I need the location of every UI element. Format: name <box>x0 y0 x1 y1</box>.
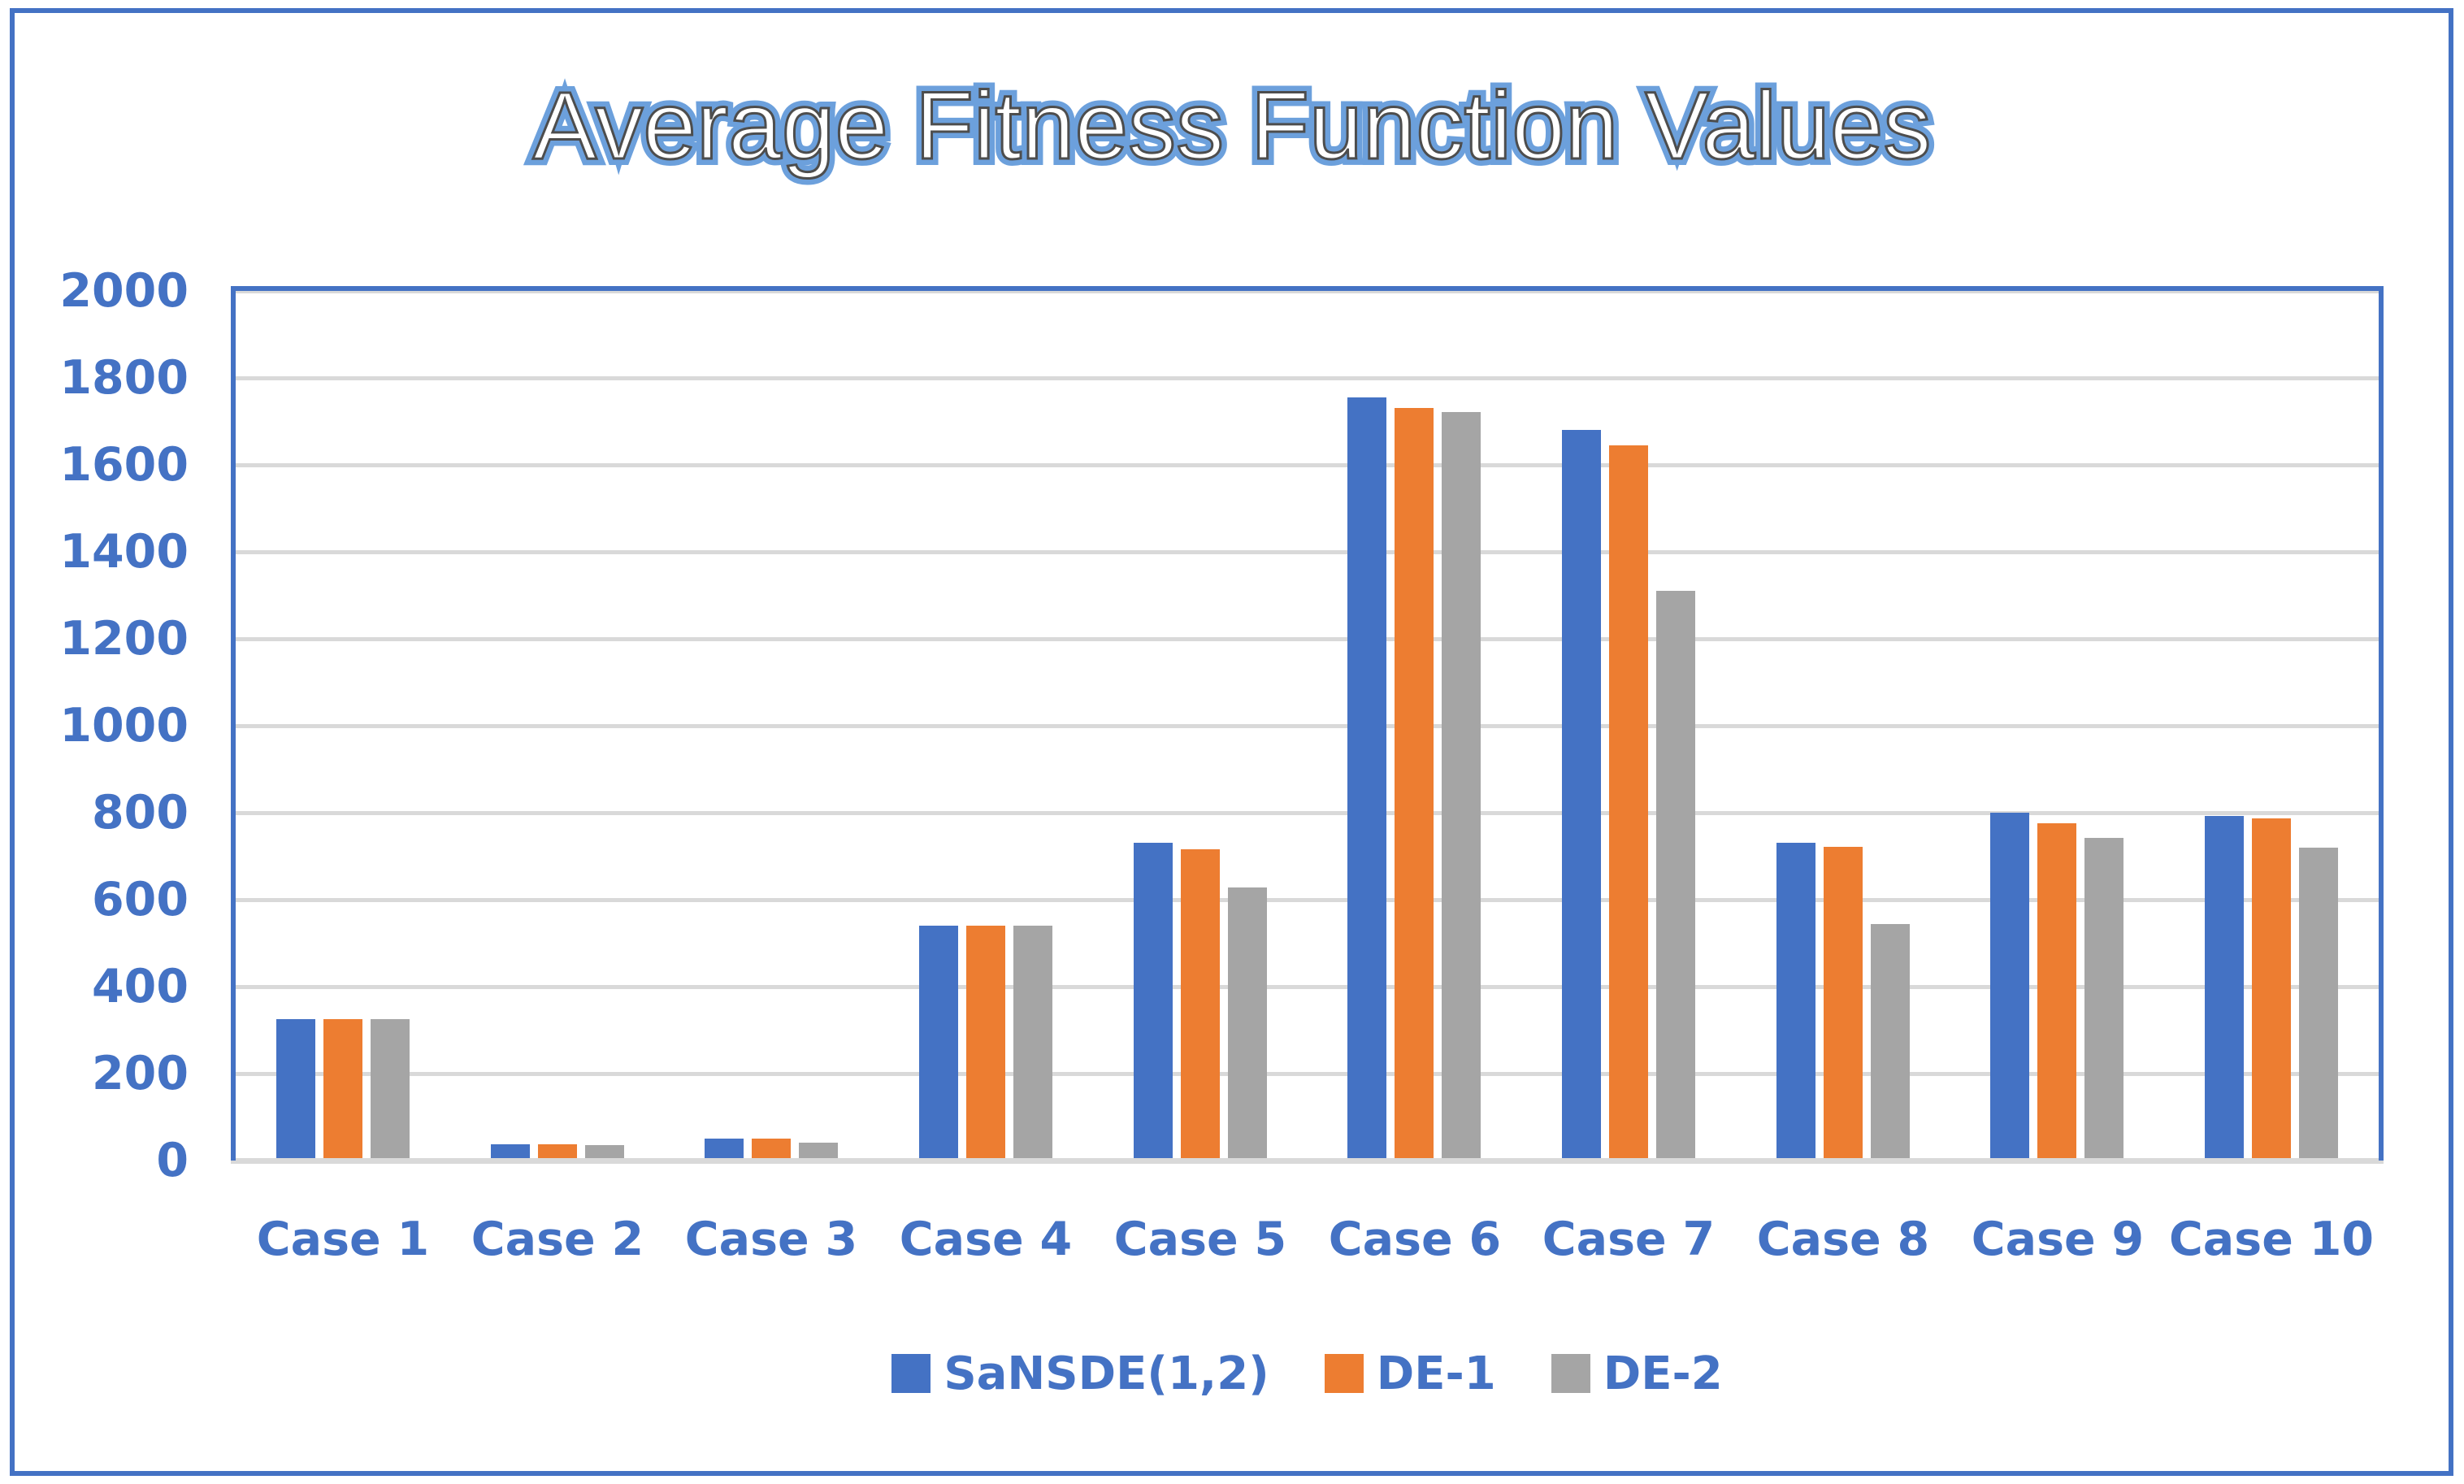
y-tick-label-1200: 1200 <box>59 612 189 666</box>
bar-DE-1-Case 5 <box>1181 849 1220 1161</box>
gridline-400 <box>236 984 2379 989</box>
gridline-1600 <box>236 462 2379 467</box>
y-tick-label-1400: 1400 <box>59 525 189 579</box>
plot-border-right <box>2379 286 2384 1161</box>
bar-DE-2-Case 8 <box>1871 924 1910 1161</box>
page-border <box>10 8 2453 1476</box>
y-tick-label-2000: 2000 <box>59 264 189 318</box>
bar-DE-1-Case 4 <box>966 926 1005 1161</box>
bar-SaNSDE(1,2)-Case 9 <box>1990 813 2029 1161</box>
legend-label: DE-1 <box>1376 1347 1496 1400</box>
x-category-label-2: Case 2 <box>471 1213 644 1266</box>
bar-DE-2-Case 2 <box>585 1145 624 1161</box>
bar-SaNSDE(1,2)-Case 4 <box>919 926 958 1161</box>
gridline-1000 <box>236 723 2379 728</box>
bar-DE-2-Case 1 <box>371 1019 410 1161</box>
x-category-label-8: Case 8 <box>1756 1213 1930 1266</box>
plot-border-top <box>231 286 2384 291</box>
x-axis-line <box>231 1158 2384 1164</box>
x-category-label-10: Case 10 <box>2168 1213 2375 1266</box>
legend-item-DE-1: DE-1 <box>1324 1347 1496 1400</box>
chart-title-glow: Average Fitness Function Values <box>527 66 1938 186</box>
bar-DE-2-Case 6 <box>1442 412 1481 1161</box>
legend-marker-icon <box>891 1354 931 1393</box>
legend-marker-icon <box>1324 1354 1364 1393</box>
y-tick-label-1800: 1800 <box>59 351 189 405</box>
legend-item-DE-2: DE-2 <box>1551 1347 1723 1400</box>
bar-DE-1-Case 2 <box>538 1144 577 1161</box>
x-category-label-3: Case 3 <box>684 1213 858 1266</box>
y-tick-label-800: 800 <box>92 786 189 840</box>
bar-SaNSDE(1,2)-Case 10 <box>2205 816 2244 1161</box>
gridline-1400 <box>236 549 2379 554</box>
x-category-label-5: Case 5 <box>1113 1213 1287 1266</box>
x-category-label-6: Case 6 <box>1328 1213 1502 1266</box>
gridline-800 <box>236 810 2379 815</box>
y-tick-label-400: 400 <box>92 960 189 1013</box>
y-tick-label-200: 200 <box>92 1047 189 1100</box>
bar-SaNSDE(1,2)-Case 3 <box>705 1139 744 1161</box>
gridline-1200 <box>236 636 2379 641</box>
legend-label: SaNSDE(1,2) <box>944 1347 1269 1400</box>
x-category-label-9: Case 9 <box>1971 1213 2145 1266</box>
gridline-2000 <box>236 289 2379 293</box>
bar-DE-1-Case 8 <box>1824 847 1863 1161</box>
x-category-label-4: Case 4 <box>899 1213 1073 1266</box>
gridline-1800 <box>236 375 2379 380</box>
bar-SaNSDE(1,2)-Case 2 <box>491 1144 530 1161</box>
bar-DE-2-Case 10 <box>2299 848 2338 1161</box>
gridline-600 <box>236 897 2379 902</box>
bar-DE-2-Case 5 <box>1228 887 1267 1161</box>
bar-DE-1-Case 1 <box>323 1019 362 1161</box>
chart-title-text: Average Fitness Function Values <box>531 72 1933 181</box>
bar-DE-1-Case 3 <box>752 1139 791 1161</box>
y-tick-label-0: 0 <box>156 1134 189 1187</box>
y-tick-label-1000: 1000 <box>59 699 189 753</box>
bar-SaNSDE(1,2)-Case 7 <box>1562 430 1601 1161</box>
legend: SaNSDE(1,2) DE-1 DE-2 <box>236 1337 2379 1410</box>
gridline-200 <box>236 1071 2379 1076</box>
chart-title: Average Fitness Function Values Average … <box>0 65 2464 195</box>
bar-DE-2-Case 3 <box>799 1143 838 1161</box>
x-category-label-7: Case 7 <box>1542 1213 1716 1266</box>
y-tick-label-600: 600 <box>92 873 189 926</box>
bar-DE-1-Case 6 <box>1395 408 1434 1161</box>
bar-DE-2-Case 4 <box>1013 926 1052 1161</box>
legend-item-SaNSDE(1,2): SaNSDE(1,2) <box>891 1347 1269 1400</box>
bar-SaNSDE(1,2)-Case 6 <box>1347 397 1386 1161</box>
bar-DE-2-Case 7 <box>1656 591 1695 1161</box>
bar-DE-1-Case 7 <box>1609 445 1648 1161</box>
bar-DE-1-Case 10 <box>2252 818 2291 1161</box>
x-category-label-1: Case 1 <box>256 1213 430 1266</box>
y-tick-label-1600: 1600 <box>59 438 189 492</box>
plot-border-left <box>231 286 236 1161</box>
bar-DE-2-Case 9 <box>2084 838 2123 1161</box>
bar-SaNSDE(1,2)-Case 5 <box>1134 843 1173 1161</box>
bar-SaNSDE(1,2)-Case 8 <box>1776 843 1815 1161</box>
legend-label: DE-2 <box>1603 1347 1723 1400</box>
bar-DE-1-Case 9 <box>2037 823 2076 1161</box>
bar-SaNSDE(1,2)-Case 1 <box>276 1019 315 1161</box>
legend-marker-icon <box>1551 1354 1590 1393</box>
